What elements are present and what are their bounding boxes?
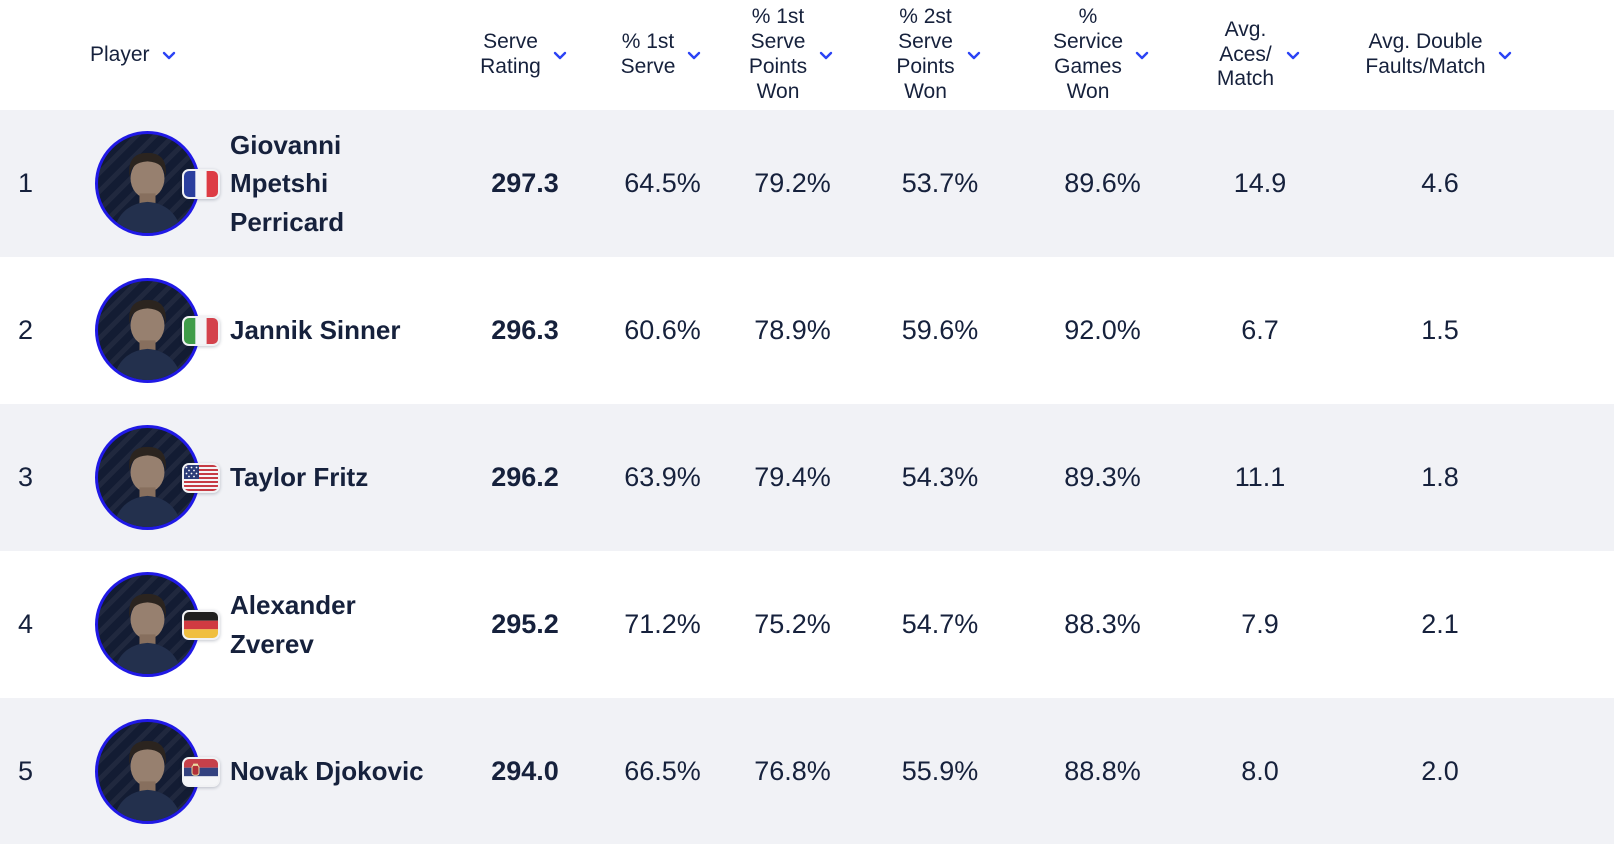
table-row: 5 Novak Djokovic 294.0 66.5% 76.8% 55.9% bbox=[0, 698, 1614, 844]
chevron-down-icon bbox=[1286, 51, 1300, 60]
rank-column-spacer bbox=[0, 0, 64, 110]
chevron-down-icon bbox=[967, 51, 980, 60]
player-avatar[interactable] bbox=[94, 719, 220, 824]
column-header-pct-service-games-won[interactable]: % Service Games Won bbox=[1020, 0, 1185, 110]
column-header-pct-1st-serve[interactable]: % 1st Serve bbox=[600, 0, 725, 110]
rank: 2 bbox=[18, 315, 34, 345]
player-photo bbox=[94, 719, 200, 824]
player-avatar[interactable] bbox=[94, 131, 220, 236]
pct-service-games-won-value: 89.3% bbox=[1064, 462, 1141, 492]
pct-2st-serve-points-won-value: 59.6% bbox=[901, 315, 979, 345]
player-photo bbox=[94, 425, 200, 530]
france-flag-icon bbox=[181, 168, 220, 199]
column-header-pct-1st-serve-points-won[interactable]: % 1st Serve Points Won bbox=[725, 0, 860, 110]
column-label: % 2st Serve Points Won bbox=[896, 5, 955, 103]
pct-1st-serve-value: 71.2% bbox=[624, 609, 701, 639]
avg-double-faults-match-value: 4.6 bbox=[1421, 168, 1459, 198]
column-label: Avg. Aces/ Match bbox=[1216, 17, 1275, 91]
pct-1st-serve-value: 66.5% bbox=[624, 756, 701, 786]
player-name[interactable]: Taylor Fritz bbox=[230, 462, 369, 493]
column-label: % Service Games Won bbox=[1052, 5, 1124, 103]
serve-rating-value: 295.2 bbox=[491, 609, 559, 639]
avg-double-faults-match-value: 1.5 bbox=[1421, 315, 1459, 345]
pct-1st-serve-points-won-value: 78.9% bbox=[754, 315, 831, 345]
pct-service-games-won-value: 88.3% bbox=[1064, 609, 1141, 639]
chevron-down-icon bbox=[553, 51, 567, 60]
rank: 1 bbox=[18, 168, 34, 198]
column-label: % 1st Serve Points Won bbox=[748, 5, 808, 103]
column-header-avg-aces-match[interactable]: Avg. Aces/ Match bbox=[1185, 0, 1335, 110]
chevron-down-icon bbox=[688, 51, 701, 60]
rank: 3 bbox=[18, 462, 34, 492]
column-header-serve-rating[interactable]: Serve Rating bbox=[450, 0, 600, 110]
chevron-down-icon bbox=[819, 51, 833, 60]
pct-1st-serve-points-won-value: 76.8% bbox=[754, 756, 831, 786]
pct-service-games-won-value: 92.0% bbox=[1064, 315, 1141, 345]
player-name[interactable]: Novak Djokovic bbox=[230, 756, 424, 787]
italy-flag-icon bbox=[181, 315, 220, 346]
serbia-flag-icon bbox=[181, 756, 220, 787]
table-row: 4 Alexander Zverev 295.2 71.2% 75.2% 54.… bbox=[0, 551, 1614, 698]
pct-2st-serve-points-won-value: 53.7% bbox=[901, 168, 979, 198]
chevron-down-icon bbox=[162, 51, 175, 60]
column-label: Avg. Double Faults/Match bbox=[1365, 30, 1486, 78]
avg-aces-match-value: 11.1 bbox=[1234, 462, 1286, 492]
pct-2st-serve-points-won-value: 54.3% bbox=[901, 462, 979, 492]
column-header-pct-2st-serve-points-won[interactable]: % 2st Serve Points Won bbox=[860, 0, 1020, 110]
usa-flag-icon bbox=[181, 462, 220, 493]
pct-service-games-won-value: 89.6% bbox=[1064, 168, 1141, 198]
column-header-avg-double-faults-match[interactable]: Avg. Double Faults/Match bbox=[1335, 0, 1545, 110]
avg-double-faults-match-value: 1.8 bbox=[1421, 462, 1459, 492]
table-body: 1 Giovanni Mpetshi Perricard 297.3 64.5%… bbox=[0, 110, 1614, 844]
serve-rating-value: 297.3 bbox=[491, 168, 559, 198]
table-row: 1 Giovanni Mpetshi Perricard 297.3 64.5%… bbox=[0, 110, 1614, 257]
pct-1st-serve-value: 60.6% bbox=[624, 315, 701, 345]
table-row: 2 Jannik Sinner 296.3 60.6% 78.9% 59.6% bbox=[0, 257, 1614, 404]
player-avatar[interactable] bbox=[94, 278, 220, 383]
player-name[interactable]: Alexander Zverev bbox=[230, 590, 356, 659]
table-header: Player Serve Rating % 1st Serve % 1st Se… bbox=[0, 0, 1614, 110]
avg-double-faults-match-value: 2.0 bbox=[1421, 756, 1459, 786]
serve-rating-value: 296.3 bbox=[491, 315, 559, 345]
pct-1st-serve-points-won-value: 75.2% bbox=[754, 609, 831, 639]
player-name[interactable]: Jannik Sinner bbox=[230, 315, 401, 346]
column-label: Player bbox=[90, 42, 150, 66]
player-photo bbox=[94, 572, 200, 677]
avg-double-faults-match-value: 2.1 bbox=[1421, 609, 1459, 639]
player-avatar[interactable] bbox=[94, 425, 220, 530]
avg-aces-match-value: 14.9 bbox=[1233, 168, 1287, 198]
column-header-player[interactable]: Player bbox=[64, 0, 450, 110]
avg-aces-match-value: 7.9 bbox=[1241, 609, 1279, 639]
table-row: 3 Taylor Fritz 296.2 63.9% 79.4% 54.3% bbox=[0, 404, 1614, 551]
rank: 5 bbox=[18, 756, 34, 786]
pct-1st-serve-value: 63.9% bbox=[624, 462, 701, 492]
germany-flag-icon bbox=[181, 609, 220, 640]
column-label: % 1st Serve bbox=[620, 30, 676, 78]
serve-rating-value: 294.0 bbox=[491, 756, 559, 786]
pct-service-games-won-value: 88.8% bbox=[1064, 756, 1141, 786]
player-name[interactable]: Giovanni Mpetshi Perricard bbox=[230, 129, 345, 237]
player-photo bbox=[94, 278, 200, 383]
chevron-down-icon bbox=[1135, 51, 1149, 60]
player-avatar[interactable] bbox=[94, 572, 220, 677]
rank: 4 bbox=[18, 609, 34, 639]
pct-1st-serve-value: 64.5% bbox=[624, 168, 701, 198]
column-label: Serve Rating bbox=[480, 30, 541, 78]
pct-1st-serve-points-won-value: 79.4% bbox=[754, 462, 831, 492]
avg-aces-match-value: 6.7 bbox=[1241, 315, 1279, 345]
avg-aces-match-value: 8.0 bbox=[1241, 756, 1279, 786]
pct-2st-serve-points-won-value: 55.9% bbox=[901, 756, 979, 786]
player-photo bbox=[94, 131, 200, 236]
pct-1st-serve-points-won-value: 79.2% bbox=[754, 168, 831, 198]
chevron-down-icon bbox=[1498, 51, 1511, 60]
pct-2st-serve-points-won-value: 54.7% bbox=[901, 609, 979, 639]
serve-rating-value: 296.2 bbox=[491, 462, 559, 492]
